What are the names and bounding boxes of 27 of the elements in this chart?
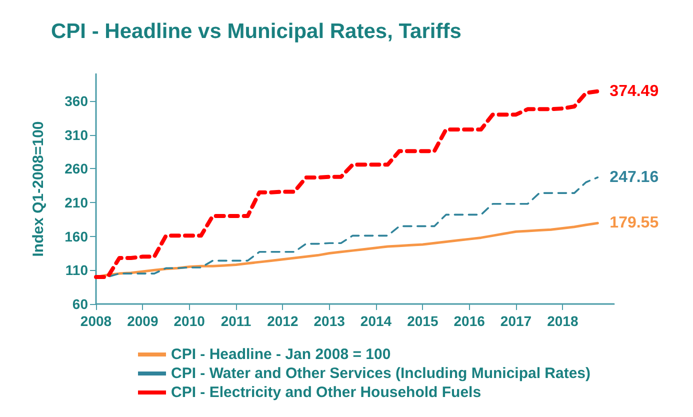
data-label: 179.55 (610, 214, 659, 232)
y-tick-label: 160 (64, 228, 88, 244)
y-tick-label: 360 (64, 93, 88, 110)
x-tick-label: 2016 (454, 313, 486, 329)
line-series (94, 89, 600, 279)
x-tick-label: 2014 (360, 313, 392, 329)
x-tick-label: 2011 (220, 313, 252, 329)
y-tick-label: 260 (64, 160, 88, 177)
x-tick-label: 2015 (407, 313, 438, 329)
x-tick-label: 2017 (500, 313, 532, 329)
data-label: 374.49 (610, 82, 659, 100)
x-tick-label: 2013 (314, 313, 346, 329)
x-tick-label: 2010 (174, 313, 206, 329)
y-tick-label: 60 (72, 296, 88, 312)
x-tick-label: 2012 (267, 313, 298, 329)
legend-label: CPI - Water and Other Services (Including Municipal Rates) (171, 365, 591, 382)
y-tick-label: 310 (64, 126, 88, 143)
legend-label: CPI - Electricity and Other Household Fuels (171, 384, 482, 401)
y-tick-label: 110 (65, 262, 88, 278)
legend-label: CPI - Headline - Jan 2008 = 100 (171, 346, 391, 363)
chart-title: CPI - Headline vs Municipal Rates, Tariffs (51, 20, 462, 43)
x-tick-label: 2018 (547, 313, 578, 329)
y-tick-label: 210 (64, 194, 88, 211)
x-tick-label: 2009 (127, 313, 158, 329)
y-axis-title: Index Q1-2008=100 (30, 121, 47, 257)
x-tick-label: 2008 (80, 313, 112, 329)
data-label: 247.16 (610, 168, 659, 186)
